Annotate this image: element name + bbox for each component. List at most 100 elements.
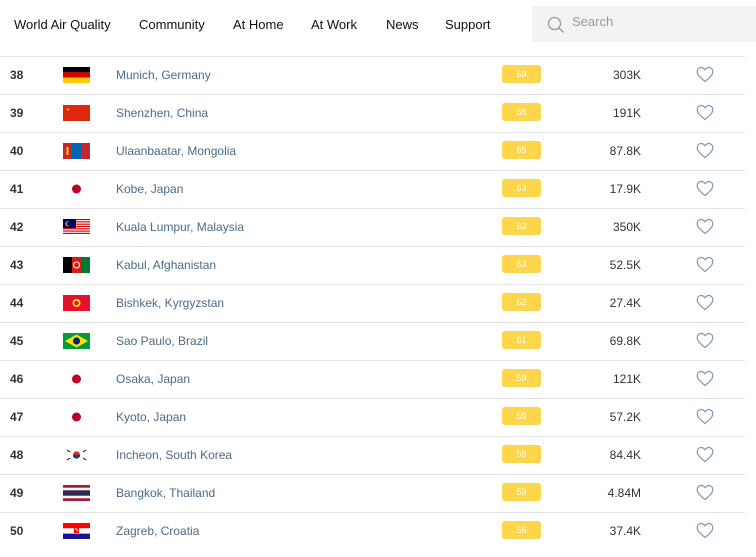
followers-count: 350K — [612, 220, 641, 234]
city-link[interactable]: Kobe, Japan — [116, 182, 184, 196]
flag-malaysia-icon — [63, 219, 90, 235]
heart-icon[interactable] — [696, 370, 714, 387]
table-row: 48 Incheon, South Korea 59 84.4K — [0, 436, 745, 474]
flag-croatia-icon — [63, 523, 90, 539]
top-nav: World Air Quality Community At Home At W… — [0, 0, 756, 50]
table-row: 45 Sao Paulo, Brazil 61 69.8K — [0, 322, 745, 360]
nav-world-air-quality[interactable]: World Air Quality — [14, 17, 111, 32]
followers-count: 69.8K — [609, 334, 641, 348]
rank: 41 — [10, 182, 24, 196]
followers-count: 84.4K — [609, 448, 641, 462]
aqi-badge: 59 — [502, 445, 541, 463]
city-link[interactable]: Kuala Lumpur, Malaysia — [116, 220, 245, 234]
heart-icon[interactable] — [696, 104, 714, 121]
followers-count: 303K — [612, 68, 641, 82]
followers-count: 37.4K — [609, 524, 641, 538]
aqi-badge: 63 — [502, 255, 541, 273]
city-link[interactable]: Kabul, Afghanistan — [116, 258, 217, 272]
flag-south-korea-icon — [63, 447, 90, 463]
heart-icon[interactable] — [696, 294, 714, 311]
nav-at-work[interactable]: At Work — [311, 17, 357, 32]
flag-japan-icon — [63, 409, 90, 425]
search-input[interactable] — [572, 14, 742, 29]
flag-china-icon — [63, 105, 90, 121]
rank: 47 — [10, 410, 24, 424]
search-box[interactable] — [532, 6, 756, 42]
nav-community[interactable]: Community — [139, 17, 205, 32]
table-row: 38 Munich, Germany 69 303K — [0, 56, 745, 94]
heart-icon[interactable] — [696, 180, 714, 197]
flag-kyrgyzstan-icon — [63, 295, 90, 311]
flag-afghanistan-icon — [63, 257, 90, 273]
heart-icon[interactable] — [696, 522, 714, 539]
city-link[interactable]: Ulaanbaatar, Mongolia — [116, 144, 237, 158]
heart-icon[interactable] — [696, 446, 714, 463]
rank: 46 — [10, 372, 24, 386]
table-row: 39 Shenzhen, China 68 191K — [0, 94, 745, 132]
followers-count: 4.84M — [607, 486, 641, 500]
rank: 49 — [10, 486, 24, 500]
heart-icon[interactable] — [696, 408, 714, 425]
heart-icon[interactable] — [696, 218, 714, 235]
table-row: 43 Kabul, Afghanistan 63 52.5K — [0, 246, 745, 284]
flag-brazil-icon — [63, 333, 90, 349]
followers-count: 57.2K — [609, 410, 641, 424]
city-link[interactable]: Munich, Germany — [116, 68, 211, 82]
aqi-badge: 59 — [502, 369, 541, 387]
table-row: 50 Zagreb, Croatia 56 37.4K — [0, 512, 745, 550]
rank: 40 — [10, 144, 24, 158]
flag-mongolia-icon — [63, 143, 90, 159]
table-row: 40 Ulaanbaatar, Mongolia 65 87.8K — [0, 132, 745, 170]
nav-at-home[interactable]: At Home — [233, 17, 284, 32]
aqi-badge: 59 — [502, 483, 541, 501]
flag-japan-icon — [63, 371, 90, 387]
flag-thailand-icon — [63, 485, 90, 501]
aqi-badge: 61 — [502, 331, 541, 349]
aqi-badge: 63 — [502, 217, 541, 235]
aqi-badge: 68 — [502, 103, 541, 121]
followers-count: 87.8K — [609, 144, 641, 158]
table-row: 41 Kobe, Japan 63 17.9K — [0, 170, 745, 208]
followers-count: 52.5K — [609, 258, 641, 272]
city-link[interactable]: Sao Paulo, Brazil — [116, 334, 209, 348]
nav-news[interactable]: News — [386, 17, 419, 32]
rank: 44 — [10, 296, 24, 310]
heart-icon[interactable] — [696, 332, 714, 349]
heart-icon[interactable] — [696, 256, 714, 273]
aqi-badge: 59 — [502, 407, 541, 425]
aqi-badge: 62 — [502, 293, 541, 311]
heart-icon[interactable] — [696, 142, 714, 159]
rank: 39 — [10, 106, 24, 120]
aqi-badge: 65 — [502, 141, 541, 159]
aqi-badge: 69 — [502, 65, 541, 83]
rank: 43 — [10, 258, 24, 272]
city-link[interactable]: Osaka, Japan — [116, 372, 191, 386]
table-row: 47 Kyoto, Japan 59 57.2K — [0, 398, 745, 436]
rank: 50 — [10, 524, 24, 538]
heart-icon[interactable] — [696, 484, 714, 501]
search-icon — [547, 16, 564, 33]
city-link[interactable]: Incheon, South Korea — [116, 448, 233, 462]
followers-count: 191K — [612, 106, 641, 120]
city-link[interactable]: Bishkek, Kyrgyzstan — [116, 296, 225, 310]
heart-icon[interactable] — [696, 66, 714, 83]
city-ranking-table: 38 Munich, Germany 69 303K 39 Shenzhen, … — [0, 56, 745, 550]
city-link[interactable]: Kyoto, Japan — [116, 410, 187, 424]
rank: 38 — [10, 68, 24, 82]
aqi-badge: 63 — [502, 179, 541, 197]
city-link[interactable]: Zagreb, Croatia — [116, 524, 200, 538]
followers-count: 17.9K — [609, 182, 641, 196]
city-link[interactable]: Shenzhen, China — [116, 106, 209, 120]
table-row: 49 Bangkok, Thailand 59 4.84M — [0, 474, 745, 512]
rank: 48 — [10, 448, 24, 462]
aqi-badge: 56 — [502, 521, 541, 539]
flag-germany-icon — [63, 67, 90, 83]
flag-japan-icon — [63, 181, 90, 197]
city-link[interactable]: Bangkok, Thailand — [116, 486, 216, 500]
nav-support[interactable]: Support — [445, 17, 491, 32]
followers-count: 27.4K — [609, 296, 641, 310]
table-row: 42 Kuala Lumpur, Malaysia 63 350K — [0, 208, 745, 246]
table-row: 46 Osaka, Japan 59 121K — [0, 360, 745, 398]
rank: 42 — [10, 220, 24, 234]
followers-count: 121K — [612, 372, 641, 386]
